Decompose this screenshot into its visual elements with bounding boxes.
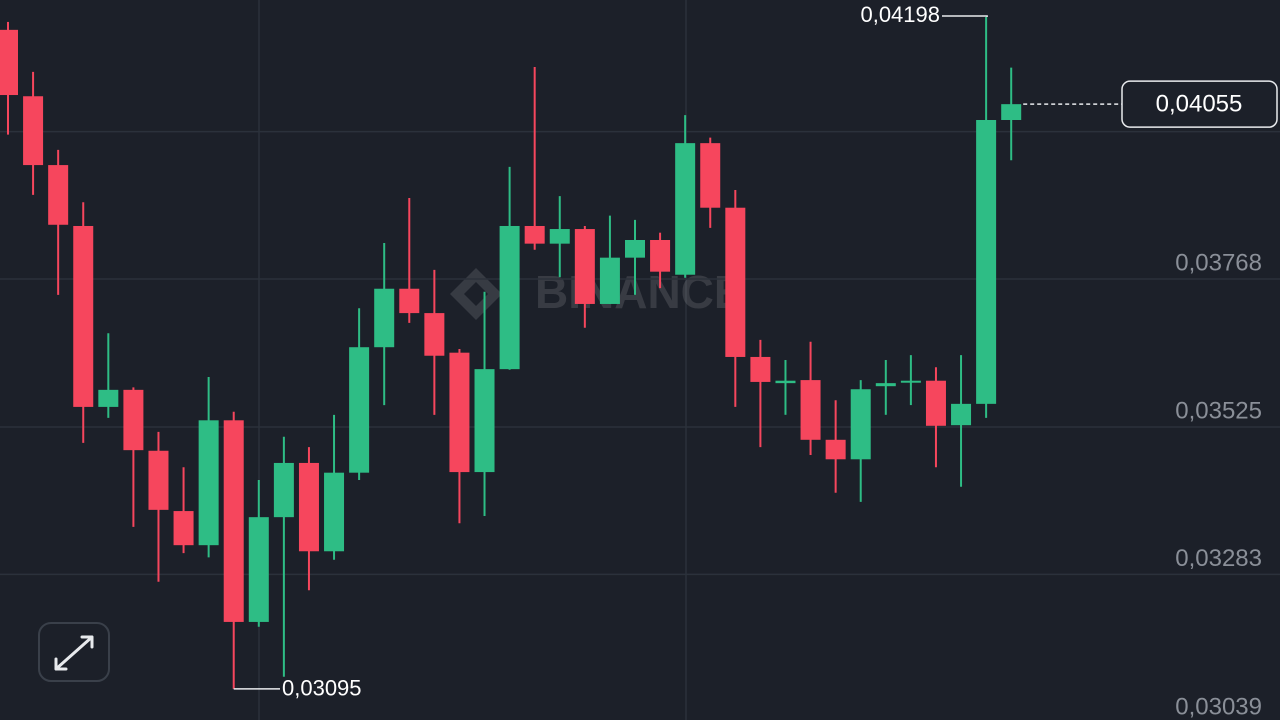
candle-body [700, 143, 721, 208]
y-tick-label: 0,03768 [1175, 249, 1262, 276]
candle-body [248, 517, 269, 622]
candle-body [73, 225, 94, 407]
candle-body [875, 383, 896, 387]
candle-body [23, 96, 44, 166]
candle-body [399, 288, 420, 314]
candle-body [0, 29, 18, 96]
candle-body [324, 472, 345, 552]
expand-button[interactable] [38, 622, 110, 682]
candle-body [925, 380, 946, 426]
last-price-box [1121, 80, 1278, 128]
candle-body [374, 288, 395, 348]
candle-body [98, 389, 119, 407]
candle-body [499, 225, 520, 370]
candle-body [900, 380, 921, 383]
candle-body [424, 313, 445, 356]
last-price-label: 0,04055 [1156, 91, 1243, 118]
watermark-text: BINANCE [535, 266, 745, 318]
candle-body [123, 389, 144, 451]
candle-body [800, 380, 821, 440]
y-tick-label: 0,03525 [1175, 397, 1262, 424]
watermark: BINANCE [450, 266, 745, 320]
candle-body [675, 143, 696, 275]
candle-body [474, 369, 495, 473]
candle-body [725, 207, 746, 357]
candle-body [625, 240, 645, 258]
candle-body [198, 420, 219, 546]
expand-icon[interactable] [54, 635, 94, 671]
candle-body [524, 225, 545, 244]
candle-body [223, 420, 244, 622]
overlay: 0,04198 0,03095 0,04055 [233, 2, 1278, 701]
candle-body [825, 439, 846, 460]
candle-body [850, 389, 871, 460]
high-marker-line [942, 15, 988, 18]
candle-body [173, 511, 194, 546]
candle-body [976, 120, 997, 404]
y-tick-label: 0,03283 [1175, 545, 1262, 572]
candle-body [273, 462, 294, 518]
candle-body [148, 450, 169, 510]
candle-body [951, 403, 972, 426]
candle-body [298, 462, 319, 552]
high-marker-label: 0,04198 [860, 2, 940, 27]
y-tick-label: 0,03039 [1175, 693, 1262, 720]
candle-body [449, 352, 470, 473]
candle-body [599, 257, 620, 304]
low-marker-label: 0,03095 [282, 676, 362, 701]
candle-body [1001, 104, 1022, 120]
candle-body [574, 229, 595, 304]
watermark-logo [450, 268, 502, 320]
candle-body [750, 356, 771, 382]
candle-body [775, 380, 796, 384]
candle-body [48, 165, 69, 225]
candle-body [650, 240, 671, 272]
candle-body [349, 347, 370, 473]
candle-body [549, 229, 570, 244]
candles [0, 17, 1022, 689]
